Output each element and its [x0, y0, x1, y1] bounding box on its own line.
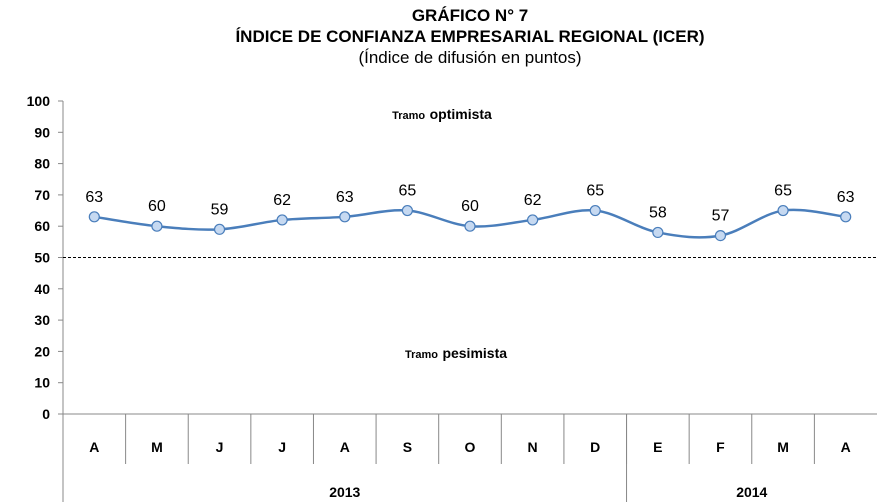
annotation-part: Tramo: [392, 110, 425, 122]
data-label: 62: [273, 192, 291, 209]
annotation: Tramo optimista: [392, 106, 492, 123]
point: [151, 220, 163, 232]
data-label: 59: [211, 201, 229, 218]
chart-title: ÍNDICE DE CONFIANZA EMPRESARIAL REGIONAL…: [235, 27, 704, 46]
data-label: 63: [85, 189, 103, 206]
data-label: 65: [398, 183, 416, 200]
y-tick-label: 80: [34, 156, 50, 172]
y-tick-label: 0: [42, 406, 50, 422]
y-tick-label: 60: [34, 218, 50, 234]
chart-title: GRÁFICO N° 7: [412, 6, 528, 25]
point: [213, 223, 226, 235]
data-label: 65: [586, 183, 604, 200]
y-tick-label: 20: [34, 343, 50, 359]
x-tick-label: M: [151, 439, 163, 455]
x-tick-label: A: [89, 439, 99, 455]
point: [589, 204, 601, 217]
group-label: 2013: [329, 484, 360, 500]
point: [527, 214, 539, 226]
data-label: 62: [524, 192, 542, 209]
x-tick-label: E: [653, 439, 662, 455]
point: [88, 211, 100, 223]
y-tick-label: 10: [34, 375, 50, 391]
y-tick-label: 30: [34, 312, 50, 328]
x-tick-label: O: [465, 439, 476, 455]
data-label: 57: [712, 208, 730, 225]
x-tick-label: F: [716, 439, 725, 455]
annotation-part: pesimista: [442, 345, 507, 361]
point: [464, 220, 476, 232]
data-label: 60: [461, 198, 479, 215]
point: [401, 204, 413, 217]
point: [276, 214, 288, 226]
x-tick-label: J: [278, 439, 286, 455]
y-tick-label: 100: [27, 93, 51, 109]
x-tick-label: N: [528, 439, 538, 455]
y-tick-label: 90: [34, 124, 50, 140]
y-tick-label: 70: [34, 187, 50, 203]
annotation-part: optimista: [430, 106, 492, 122]
point: [714, 229, 727, 242]
point: [652, 226, 664, 239]
y-tick-label: 50: [34, 250, 50, 266]
point: [840, 211, 852, 223]
data-label: 60: [148, 198, 166, 215]
point: [339, 211, 351, 223]
chart-subtitle: (Índice de difusión en puntos): [358, 48, 581, 67]
x-tick-label: A: [340, 439, 350, 455]
x-tick-label: S: [403, 439, 412, 455]
y-tick-label: 40: [34, 281, 50, 297]
data-label: 58: [649, 204, 667, 221]
data-label: 65: [774, 183, 792, 200]
point: [777, 204, 789, 217]
group-label: 2014: [736, 484, 767, 500]
x-tick-label: M: [777, 439, 789, 455]
annotation-part: Tramo: [405, 349, 438, 361]
data-label: 63: [336, 189, 354, 206]
x-tick-label: D: [590, 439, 600, 455]
x-tick-label: A: [841, 439, 851, 455]
data-label: 63: [837, 189, 855, 206]
x-tick-label: J: [216, 439, 224, 455]
annotation: Tramo pesimista: [405, 345, 507, 362]
